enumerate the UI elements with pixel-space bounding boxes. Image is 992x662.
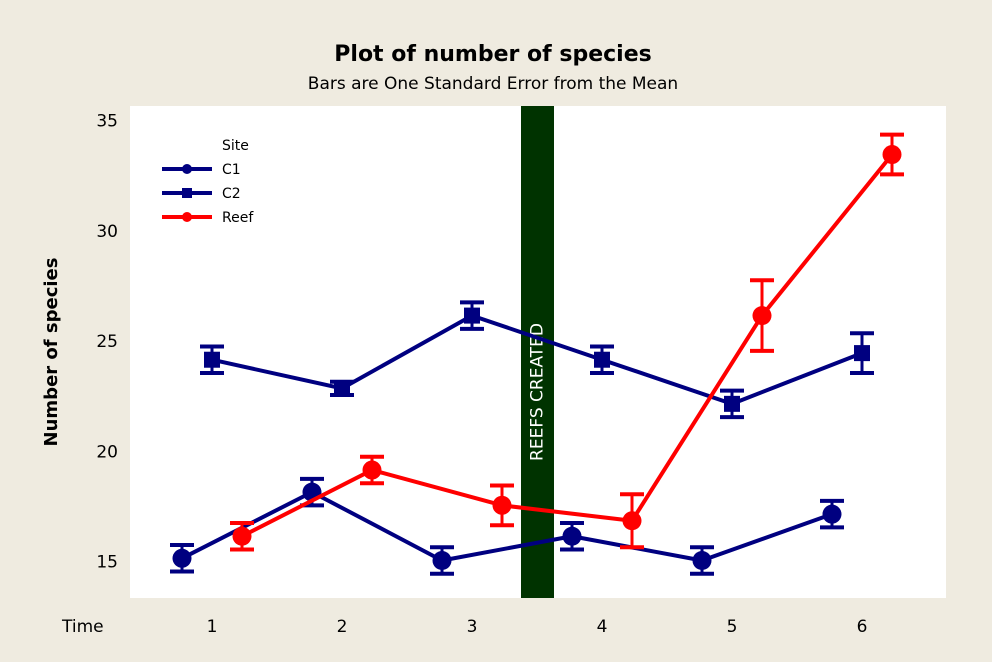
- x-tick-label: 5: [727, 617, 738, 637]
- series-line-c1: [181, 490, 833, 563]
- x-axis-title: Time: [61, 617, 104, 637]
- x-tick-label: 4: [597, 617, 608, 637]
- y-tick-label: 30: [96, 222, 118, 242]
- data-point-c1: [172, 548, 192, 568]
- legend-marker-c2: [182, 188, 192, 198]
- legend-marker-c1: [182, 164, 192, 174]
- data-point-c2: [334, 380, 350, 397]
- data-point-reef: [232, 526, 252, 546]
- x-tick-label: 2: [337, 617, 348, 637]
- data-point-c2: [724, 395, 740, 412]
- data-point-reef: [882, 145, 902, 165]
- y-axis-title: Number of species: [41, 258, 62, 447]
- y-tick-label: 35: [96, 111, 118, 131]
- series-line-reef: [241, 153, 894, 539]
- data-point-reef: [752, 306, 772, 326]
- x-tick-label: 3: [467, 617, 478, 637]
- data-point-c2: [594, 351, 610, 368]
- legend-label-reef: Reef: [222, 210, 254, 226]
- x-tick-label: 1: [207, 617, 218, 637]
- legend-marker-reef: [182, 212, 192, 222]
- legend-label-c1: C1: [222, 162, 241, 178]
- series-line-c2: [211, 313, 863, 406]
- data-point-reef: [492, 495, 512, 515]
- data-point-c1: [692, 550, 712, 570]
- data-point-reef: [362, 460, 382, 480]
- y-tick-label: 20: [96, 442, 118, 462]
- data-point-c1: [822, 504, 842, 524]
- data-point-c2: [464, 307, 480, 324]
- legend-title: Site: [222, 138, 249, 154]
- data-point-c2: [854, 345, 870, 362]
- y-tick-label: 15: [96, 553, 118, 573]
- chart-subtitle: Bars are One Standard Error from the Mea…: [307, 74, 679, 94]
- y-tick-label: 25: [96, 332, 118, 352]
- legend-label-c2: C2: [222, 186, 241, 202]
- data-point-c2: [204, 351, 220, 368]
- x-tick-label: 6: [857, 617, 868, 637]
- reefs-created-label: REEFS CREATED: [528, 323, 548, 461]
- reefs-created-band: [521, 106, 554, 598]
- data-point-c1: [432, 550, 452, 570]
- data-point-c1: [562, 526, 582, 546]
- data-point-reef: [622, 511, 642, 531]
- chart-title: Plot of number of species: [334, 42, 652, 67]
